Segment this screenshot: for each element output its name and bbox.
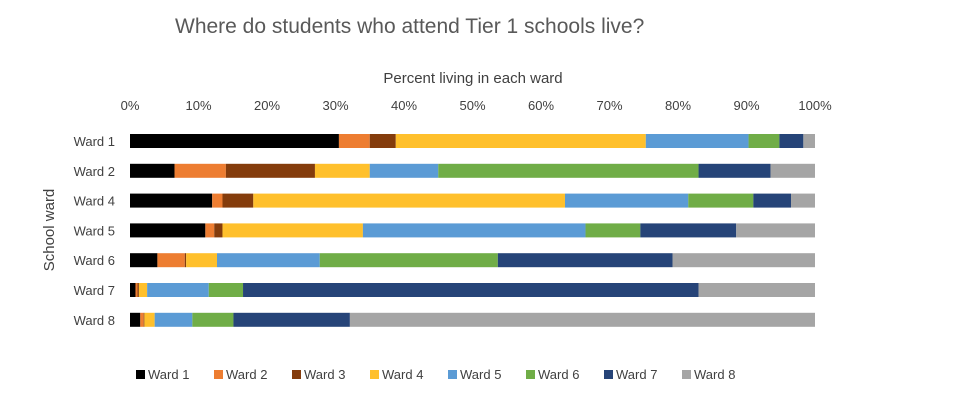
bar-segment [243,283,699,297]
bar-segment [314,163,370,178]
legend: Ward 1 Ward 2 Ward 3 Ward 4 Ward 5 Ward 6 Ward… [136,367,735,382]
legend-label: Ward 4 [382,367,423,382]
bar-segment [369,163,439,178]
legend-swatch [526,370,535,379]
bar-segment [791,193,815,208]
bar-segment [688,193,754,208]
bar-segment [144,312,155,327]
bar-segment [130,312,141,327]
bar-segment [217,253,320,268]
legend-swatch [136,370,145,379]
bar-segment [779,134,804,148]
legend-label: Ward 3 [304,367,345,382]
category-label: Ward 5 [74,223,115,238]
bar-segment [192,312,234,327]
bar-segment [672,253,815,268]
bar-segment [130,283,136,297]
category-label: Ward 1 [74,134,115,149]
bar-segment [645,134,749,148]
bar-segment [225,163,315,178]
x-tick-label: 70% [596,98,622,113]
bar-segment [174,163,226,178]
x-tick-label: 0% [121,98,140,113]
bar-segment [130,253,158,268]
category-label: Ward 4 [74,194,115,209]
chart-title: Where do students who attend Tier 1 scho… [175,15,644,38]
bar-segment [640,223,737,238]
x-tick-label: 90% [733,98,759,113]
x-axis-ticks: 0% 10% 20% 30% 40% 50% 60% 70% 80% 90% 100% [121,98,832,113]
x-tick-label: 40% [391,98,417,113]
bar-segment [753,193,792,208]
bar-segment [585,223,641,238]
x-tick-label: 10% [185,98,211,113]
bar-segment [130,223,206,238]
x-tick-label: 50% [459,98,485,113]
legend-label: Ward 2 [226,367,267,382]
legend-label: Ward 1 [148,367,189,382]
category-label: Ward 7 [74,283,115,298]
bar-segment [222,193,254,208]
y-axis-title: School ward [41,189,58,272]
bar-segment [154,312,193,327]
bar-segment [438,163,699,178]
bar-segment [157,253,185,268]
x-tick-label: 60% [528,98,554,113]
bar-segment [362,223,586,238]
legend-swatch [682,370,691,379]
bar-segment [395,134,646,148]
bar-segment [319,253,498,268]
legend-swatch [370,370,379,379]
category-labels: Ward 1 Ward 2 Ward 4 Ward 5 Ward 6 Ward 7 Ward… [74,134,115,328]
x-tick-label: 20% [254,98,280,113]
bar-segment [803,134,815,148]
bar-segment [338,134,370,148]
bar-segment [736,223,815,238]
bar-segment [564,193,689,208]
bar-segment [497,253,673,268]
legend-swatch [604,370,613,379]
bar-segment [137,283,139,297]
category-label: Ward 8 [74,313,115,328]
bar-segment [698,163,771,178]
legend-swatch [292,370,301,379]
bar-segment [186,253,217,268]
bar-segment [147,283,209,297]
x-axis-title: Percent living in each ward [383,70,562,87]
legend-swatch [214,370,223,379]
legend-label: Ward 5 [460,367,501,382]
bar-segment [369,134,396,148]
bar-segment [184,253,187,268]
x-tick-label: 30% [322,98,348,113]
bar-segment [143,312,145,327]
bar-segment [253,193,565,208]
bar-segment [130,163,175,178]
legend-label: Ward 7 [616,367,657,382]
legend-label: Ward 6 [538,367,579,382]
legend-swatch [448,370,457,379]
bar-segment [214,223,223,238]
bar-segment [208,283,244,297]
bar-segment [135,283,138,297]
bar-segment [748,134,780,148]
bar-segment [222,223,363,238]
bars [130,134,815,327]
x-tick-label: 100% [798,98,832,113]
bar-segment [130,134,339,148]
bar-segment [140,312,144,327]
bar-segment [233,312,350,327]
category-label: Ward 2 [74,164,115,179]
bar-segment [130,193,213,208]
bar-segment [698,283,815,297]
bar-segment [212,193,223,208]
bar-segment [770,163,815,178]
bar-segment [349,312,815,327]
bar-segment [138,283,148,297]
legend-label: Ward 8 [694,367,735,382]
x-tick-label: 80% [665,98,691,113]
category-label: Ward 6 [74,253,115,268]
bar-segment [205,223,215,238]
